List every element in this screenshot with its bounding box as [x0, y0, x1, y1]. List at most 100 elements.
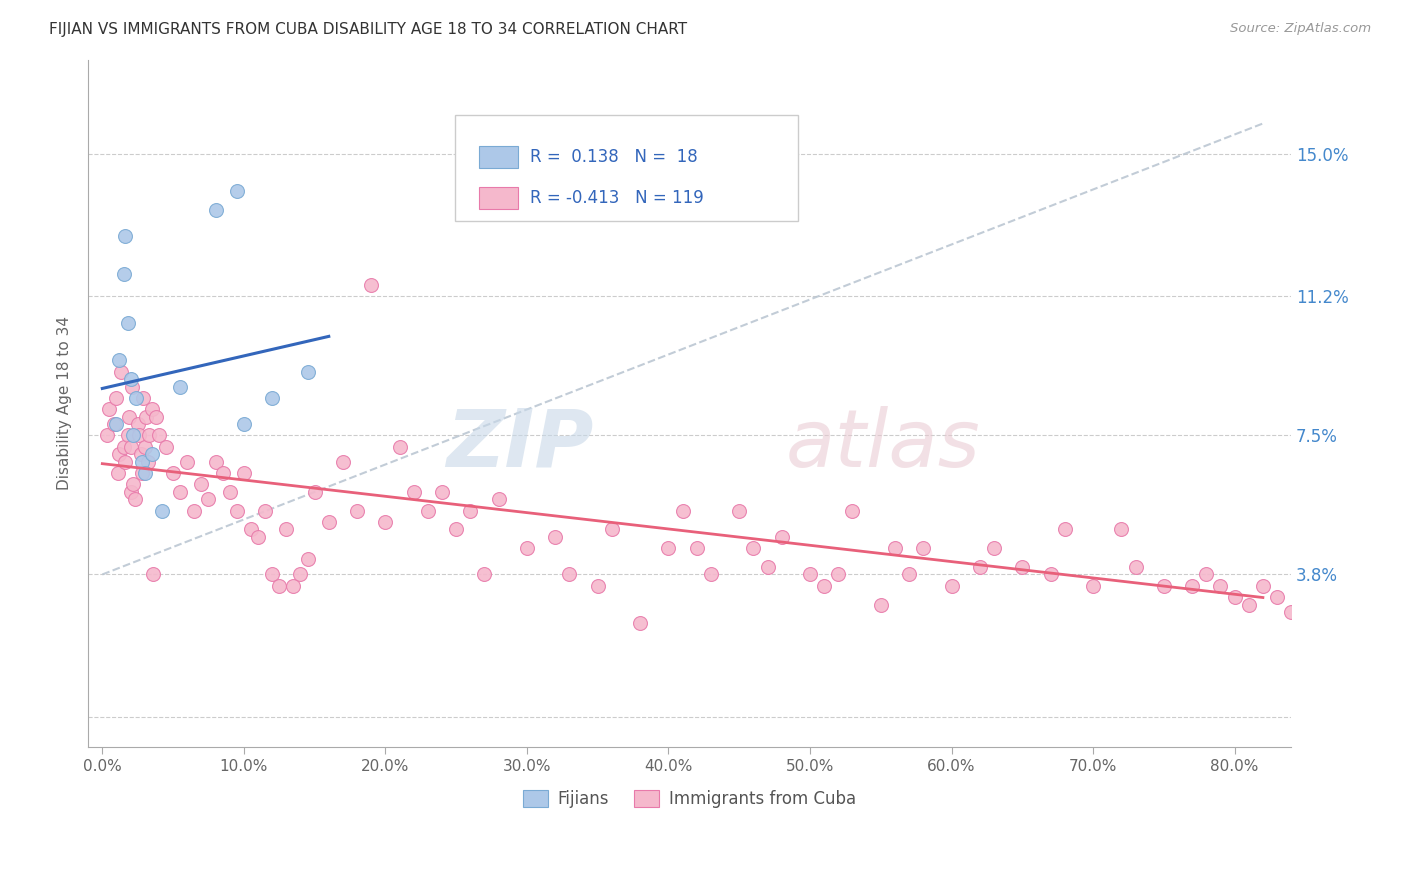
Point	[430, 484, 453, 499]
Point	[1365, 579, 1388, 593]
Point	[742, 541, 765, 556]
Point	[600, 522, 623, 536]
Point	[121, 379, 143, 393]
Point	[1081, 579, 1104, 593]
Point	[799, 567, 821, 582]
Point	[122, 428, 145, 442]
Point	[474, 567, 496, 582]
Point	[105, 417, 128, 431]
FancyBboxPatch shape	[479, 145, 517, 168]
Point	[558, 567, 581, 582]
Point	[1308, 598, 1330, 612]
Point	[276, 522, 298, 536]
Point	[128, 428, 150, 442]
Point	[138, 428, 160, 442]
Point	[841, 503, 863, 517]
Point	[262, 567, 284, 582]
Point	[297, 365, 319, 379]
Point	[869, 598, 891, 612]
Point	[1323, 567, 1346, 582]
Point	[148, 428, 170, 442]
Text: Source: ZipAtlas.com: Source: ZipAtlas.com	[1230, 22, 1371, 36]
Point	[120, 484, 142, 499]
Point	[108, 353, 131, 368]
Point	[290, 567, 312, 582]
Point	[1379, 590, 1402, 604]
Point	[1111, 522, 1133, 536]
Point	[124, 492, 146, 507]
Point	[544, 530, 567, 544]
Point	[114, 229, 136, 244]
Point	[112, 440, 135, 454]
Point	[96, 428, 118, 442]
Point	[254, 503, 277, 517]
Point	[1053, 522, 1076, 536]
Y-axis label: Disability Age 18 to 34: Disability Age 18 to 34	[58, 317, 72, 491]
Point	[162, 466, 184, 480]
Point	[374, 515, 396, 529]
Point	[657, 541, 679, 556]
Point	[728, 503, 751, 517]
Point	[204, 455, 226, 469]
Point	[1181, 579, 1204, 593]
Point	[1223, 590, 1246, 604]
Point	[770, 530, 793, 544]
Point	[586, 579, 609, 593]
Point	[131, 466, 153, 480]
Point	[122, 477, 145, 491]
Point	[150, 503, 173, 517]
Point	[883, 541, 905, 556]
Point	[98, 402, 121, 417]
Point	[983, 541, 1005, 556]
Point	[134, 466, 156, 480]
Point	[1237, 598, 1260, 612]
Point	[112, 267, 135, 281]
Point	[141, 402, 163, 417]
Point	[127, 417, 149, 431]
Point	[232, 466, 254, 480]
Point	[1337, 590, 1360, 604]
Point	[134, 440, 156, 454]
Point	[686, 541, 709, 556]
Point	[107, 466, 129, 480]
Point	[117, 316, 139, 330]
Point	[402, 484, 425, 499]
Point	[204, 202, 226, 217]
Point	[120, 372, 142, 386]
Point	[183, 503, 205, 517]
Point	[136, 455, 159, 469]
Point	[1351, 598, 1374, 612]
Point	[332, 455, 354, 469]
Point	[269, 579, 291, 593]
FancyBboxPatch shape	[479, 186, 517, 209]
Point	[827, 567, 849, 582]
Point	[197, 492, 219, 507]
Point	[114, 455, 136, 469]
Point	[142, 567, 165, 582]
Point	[239, 522, 262, 536]
Point	[898, 567, 921, 582]
Point	[169, 484, 191, 499]
Point	[1209, 579, 1232, 593]
Point	[129, 447, 152, 461]
Point	[246, 530, 269, 544]
Point	[628, 616, 651, 631]
Point	[360, 278, 382, 293]
Point	[190, 477, 212, 491]
Point	[211, 466, 233, 480]
Point	[388, 440, 411, 454]
Point	[458, 503, 481, 517]
Point	[671, 503, 693, 517]
Point	[813, 579, 835, 593]
Point	[155, 440, 177, 454]
Point	[1294, 579, 1316, 593]
Text: atlas: atlas	[786, 406, 980, 483]
Point	[262, 391, 284, 405]
Point	[108, 447, 131, 461]
Point	[444, 522, 467, 536]
Point	[1039, 567, 1062, 582]
Point	[1251, 579, 1274, 593]
Point	[118, 409, 141, 424]
Point	[416, 503, 439, 517]
Point	[218, 484, 240, 499]
